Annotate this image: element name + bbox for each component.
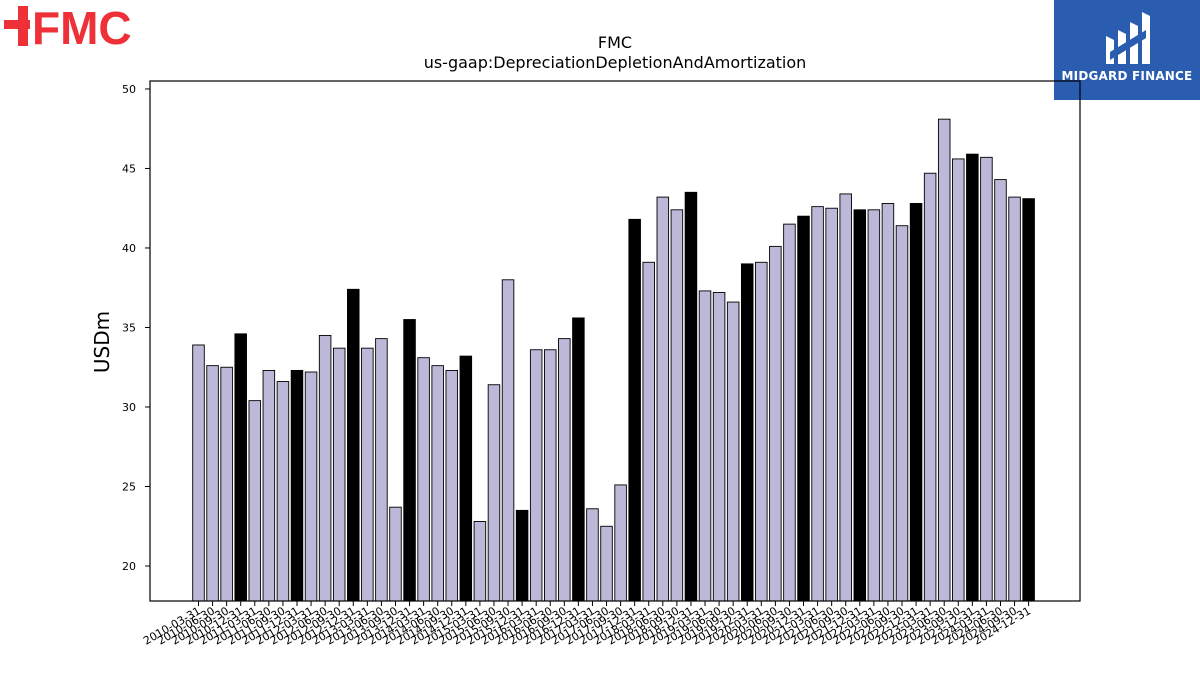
bar-2019-09-30: [726, 301, 740, 602]
bar-2014-06-30: [431, 365, 444, 602]
bar-2017-06-30: [600, 525, 613, 602]
fmc-logo-plus-bar: [4, 20, 30, 29]
bar-2012-03-31: [304, 371, 318, 602]
bars: [192, 118, 1035, 602]
bar-2021-03-31: [811, 206, 824, 602]
bar-2015-03-31: [473, 521, 487, 602]
bar-2018-06-30: [656, 196, 670, 602]
bar-2016-03-31: [529, 349, 543, 602]
y-tick-label: 40: [122, 242, 136, 255]
bar-2017-09-30: [614, 484, 627, 602]
bar-2018-03-31: [642, 261, 655, 602]
bar-2022-06-30: [881, 202, 895, 602]
bar-2022-09-30: [895, 225, 909, 602]
bar-2023-03-31: [923, 172, 937, 602]
bar-2011-03-31: [248, 400, 262, 602]
bar-2010-09-30: [220, 366, 233, 602]
midgard-finance-logo: MIDGARD FINANCE: [1054, 0, 1200, 100]
y-axis-ticks: 20 25 30 35 40 45 50: [122, 83, 150, 573]
bar-2022-03-31: [867, 209, 881, 602]
bar-2012-09-30: [332, 347, 346, 602]
x-axis-ticks: 2010-03-312010-06-302010-09-302010-12-31…: [141, 601, 1033, 648]
bar-2011-09-30: [276, 381, 290, 602]
bar-2024-06-30: [994, 179, 1007, 602]
bar-2014-09-30: [445, 369, 459, 602]
midgard-logo-mark-icon: [1106, 12, 1150, 64]
bar-2020-06-30: [769, 245, 782, 602]
midgard-logo-text: MIDGARD FINANCE: [1061, 69, 1193, 83]
y-tick-label: 45: [122, 162, 136, 175]
bar-2019-06-30: [712, 292, 726, 602]
y-tick-label: 50: [122, 83, 136, 96]
fmc-logo-text: FMC: [32, 4, 132, 50]
bar-2014-12-31: [459, 355, 473, 602]
y-tick-label: 30: [122, 401, 136, 414]
bar-2011-06-30: [262, 369, 276, 602]
bar-2020-03-31: [755, 261, 768, 602]
chart-title: FMC: [598, 33, 632, 52]
bar-2013-12-31: [403, 319, 416, 602]
fmc-logo: FMC: [4, 4, 132, 50]
bar-2018-09-30: [670, 209, 684, 602]
bar-2016-06-30: [544, 349, 557, 602]
bar-2015-06-30: [487, 384, 501, 602]
bar-2013-06-30: [375, 338, 388, 602]
bar-2021-09-30: [839, 193, 852, 602]
bar-2012-12-31: [347, 288, 360, 602]
bar-2016-12-31: [572, 317, 585, 602]
bar-2023-12-31: [966, 153, 979, 602]
bar-2012-06-30: [318, 334, 332, 602]
y-tick-label: 25: [122, 481, 136, 494]
bar-2011-12-31: [290, 369, 304, 602]
bar-2017-12-31: [628, 218, 641, 602]
bar-2014-03-31: [417, 357, 430, 602]
bar-2024-09-30: [1008, 196, 1021, 602]
bar-2019-12-31: [740, 263, 754, 602]
bar-2020-09-30: [783, 223, 796, 602]
bar-2023-09-30: [952, 158, 965, 602]
bar-2022-12-31: [909, 202, 923, 602]
bar-2017-03-31: [586, 508, 599, 602]
y-tick-label: 20: [122, 560, 136, 573]
bar-2024-12-31: [1022, 198, 1035, 602]
bar-2023-06-30: [937, 118, 951, 602]
chart-subtitle: us-gaap:DepreciationDepletionAndAmortiza…: [424, 53, 807, 72]
bar-2024-03-31: [980, 156, 993, 602]
y-tick-label: 35: [122, 321, 136, 334]
bar-2015-09-30: [501, 279, 515, 602]
bar-2020-12-31: [797, 215, 810, 602]
fmc-logo-plus-stem: [18, 6, 28, 46]
bar-2018-12-31: [684, 191, 698, 602]
bar-2010-03-31: [192, 344, 205, 602]
bar-2016-09-30: [558, 338, 571, 602]
bar-2010-12-31: [234, 333, 247, 602]
bar-2021-12-31: [853, 209, 867, 602]
plot-frame: [149, 80, 1081, 602]
bar-2013-09-30: [389, 506, 402, 602]
bar-2021-06-30: [825, 207, 838, 602]
bar-2019-03-31: [698, 290, 712, 602]
bar-2013-03-31: [361, 347, 374, 602]
bar-2010-06-30: [206, 365, 219, 602]
y-axis-label: USDm: [90, 311, 114, 373]
bar-2015-12-31: [515, 509, 529, 602]
